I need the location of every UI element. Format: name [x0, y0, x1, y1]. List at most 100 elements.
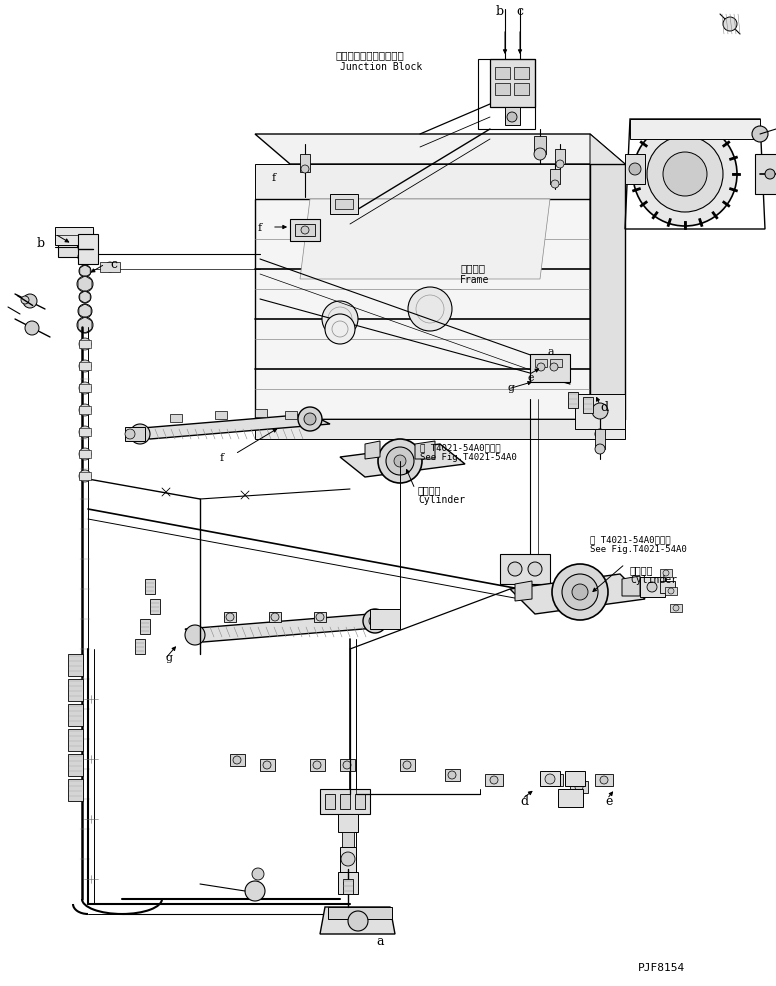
Bar — [505, 107, 520, 126]
Circle shape — [647, 137, 723, 213]
Polygon shape — [328, 907, 392, 919]
Bar — [343, 880, 353, 894]
Text: g: g — [165, 653, 172, 663]
Bar — [570, 781, 588, 793]
Circle shape — [79, 292, 91, 304]
Circle shape — [550, 776, 558, 784]
Bar — [595, 430, 605, 450]
Bar — [145, 580, 155, 595]
Circle shape — [301, 227, 309, 235]
Circle shape — [78, 250, 92, 264]
Circle shape — [185, 625, 205, 646]
Circle shape — [663, 153, 707, 197]
Bar — [660, 570, 672, 578]
Bar — [550, 170, 560, 184]
Circle shape — [647, 583, 657, 593]
Circle shape — [316, 613, 324, 621]
Bar — [290, 220, 320, 242]
Polygon shape — [79, 406, 91, 414]
Polygon shape — [590, 135, 625, 200]
Bar — [555, 150, 565, 165]
Circle shape — [77, 237, 93, 252]
Bar — [485, 774, 503, 786]
Circle shape — [79, 361, 91, 373]
Bar — [550, 360, 562, 368]
Circle shape — [252, 868, 264, 880]
Bar — [125, 428, 145, 442]
Bar — [590, 165, 625, 420]
Bar — [170, 414, 182, 423]
Circle shape — [271, 613, 279, 621]
Polygon shape — [510, 575, 645, 614]
Circle shape — [562, 575, 598, 610]
Circle shape — [313, 761, 321, 769]
Bar — [670, 604, 682, 612]
Bar — [78, 235, 98, 264]
Text: ジャンクションブロック: ジャンクションブロック — [335, 50, 404, 60]
Circle shape — [600, 776, 608, 784]
Bar — [514, 68, 529, 80]
Bar — [68, 655, 83, 676]
Bar — [135, 639, 145, 655]
Circle shape — [575, 783, 583, 791]
Bar — [640, 578, 665, 598]
Circle shape — [668, 589, 674, 595]
Polygon shape — [79, 340, 91, 349]
Text: b: b — [496, 6, 504, 19]
Bar — [285, 411, 297, 420]
Text: f: f — [272, 173, 276, 182]
Circle shape — [534, 149, 546, 161]
Text: b: b — [37, 238, 45, 250]
Bar — [300, 155, 310, 173]
Circle shape — [595, 430, 605, 440]
Bar — [325, 794, 335, 810]
Text: Cylinder: Cylinder — [630, 575, 677, 585]
Bar — [68, 730, 83, 751]
Circle shape — [408, 288, 452, 331]
Text: See Fig.T4021-54A0: See Fig.T4021-54A0 — [420, 453, 517, 462]
Text: See Fig.T4021-54A0: See Fig.T4021-54A0 — [590, 545, 687, 554]
Circle shape — [508, 562, 522, 577]
Polygon shape — [622, 577, 640, 597]
Bar — [58, 230, 93, 257]
Circle shape — [322, 302, 358, 337]
Polygon shape — [130, 414, 330, 440]
Circle shape — [263, 761, 271, 769]
Bar — [534, 137, 546, 155]
Bar — [230, 754, 245, 766]
Circle shape — [79, 383, 91, 394]
Polygon shape — [320, 907, 395, 934]
Text: c: c — [110, 258, 117, 271]
Bar — [370, 609, 400, 629]
Bar — [660, 582, 675, 594]
Polygon shape — [515, 582, 532, 601]
Bar — [338, 872, 358, 894]
Circle shape — [79, 404, 91, 416]
Circle shape — [633, 123, 737, 227]
Circle shape — [403, 761, 411, 769]
Text: a: a — [376, 935, 384, 948]
Circle shape — [629, 164, 641, 176]
Text: シリンダ: シリンダ — [418, 484, 442, 495]
Bar — [355, 794, 365, 810]
Bar — [215, 411, 227, 420]
Bar — [330, 195, 358, 215]
Polygon shape — [255, 420, 625, 440]
Circle shape — [378, 440, 422, 483]
Bar — [340, 847, 356, 872]
Polygon shape — [255, 135, 625, 165]
Circle shape — [79, 338, 91, 351]
Circle shape — [673, 605, 679, 611]
Circle shape — [537, 364, 545, 372]
Polygon shape — [300, 200, 550, 280]
Circle shape — [77, 277, 93, 293]
Bar — [575, 394, 625, 430]
Polygon shape — [255, 200, 590, 420]
Circle shape — [304, 413, 316, 426]
Circle shape — [301, 166, 309, 174]
Bar — [255, 409, 267, 418]
Circle shape — [363, 609, 387, 633]
Circle shape — [592, 403, 608, 420]
Bar — [530, 355, 570, 383]
Text: 第 T4021-54A0図参照: 第 T4021-54A0図参照 — [590, 535, 670, 544]
